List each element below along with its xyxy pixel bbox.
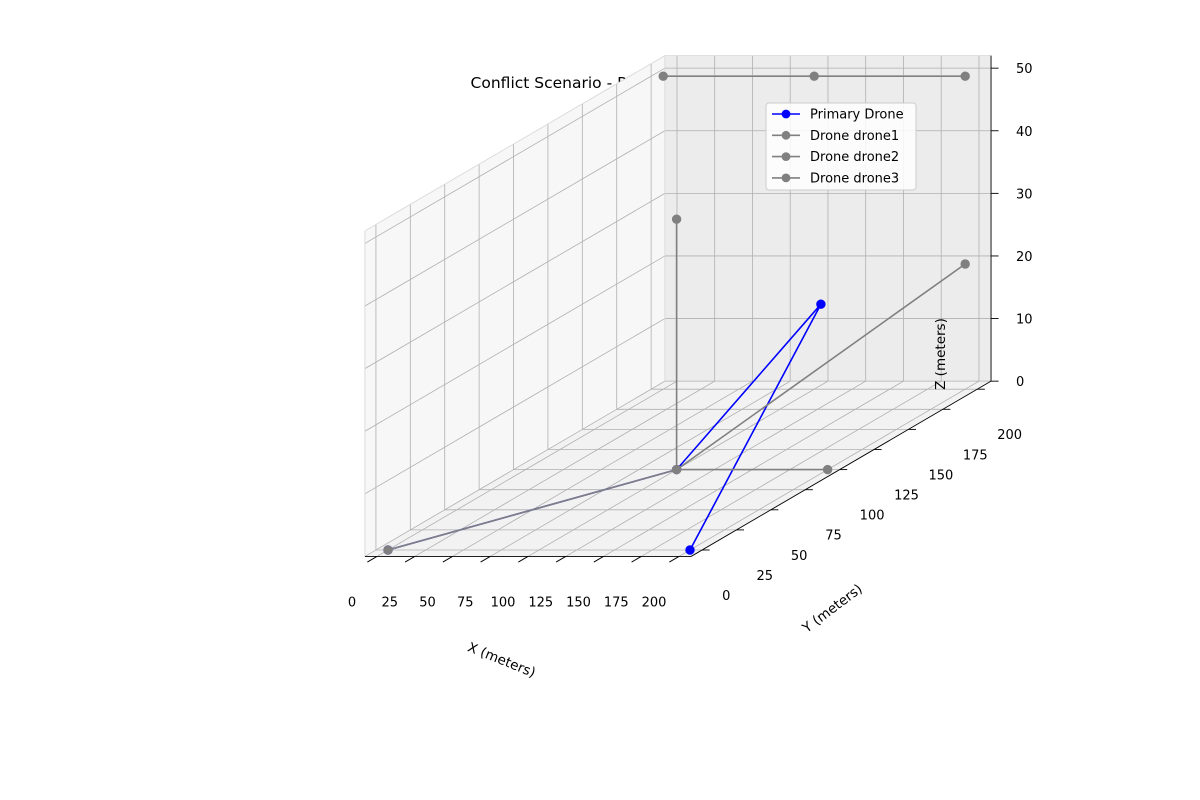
- data-point-drone-drone1: [658, 71, 668, 81]
- data-point-drone-drone1: [809, 71, 819, 81]
- axis-ticks: 0 25 50 75 100 125 150 175 200 025507510012515017…: [348, 62, 1033, 610]
- x-axis-label: X (meters): [465, 639, 537, 681]
- grid-line-x: [565, 380, 866, 557]
- grid-line-x: [414, 380, 715, 557]
- legend: Primary Drone Drone drone1 Drone drone2 Dro…: [765, 102, 917, 191]
- legend-label-drone-drone2: Drone drone2: [810, 150, 899, 165]
- grid-line-z: [364, 130, 666, 307]
- grid-line-x: [641, 380, 942, 557]
- x-tick-label: 150: [566, 595, 591, 610]
- x-tick-label: 75: [457, 595, 474, 610]
- legend-marker-drone-drone2: [781, 152, 791, 162]
- y-tick-label: 50: [791, 549, 808, 564]
- y-tick-label: 150: [928, 468, 953, 483]
- grid-line-z: [364, 318, 666, 495]
- legend-marker-drone-drone1: [781, 130, 791, 140]
- x-tick-label: 125: [528, 595, 553, 610]
- y-tick-label: 100: [860, 509, 885, 524]
- grid-line-x: [452, 380, 753, 557]
- axis-lines: [364, 55, 992, 557]
- data-point-drone-drone3: [822, 464, 833, 475]
- legend-box: [765, 102, 917, 191]
- x-tick-label: 200: [642, 595, 667, 610]
- x-tick-label: 50: [419, 595, 436, 610]
- z-axis-label: Z (meters): [933, 318, 949, 390]
- z-tick-label: 20: [1016, 250, 1033, 265]
- pane-edge: [364, 55, 666, 232]
- x-tick: [367, 556, 378, 563]
- data-point-drone-drone3: [671, 214, 682, 224]
- grid-line-z: [364, 255, 666, 432]
- data-point-drone-drone2: [383, 545, 393, 555]
- x-tick: [669, 556, 680, 563]
- y-tick-label: 175: [963, 448, 988, 463]
- z-tick-label: 0: [1016, 375, 1024, 390]
- legend-label-primary-drone: Primary Drone: [810, 108, 904, 123]
- y-tick-label: 125: [894, 489, 919, 504]
- z-tick-label: 40: [1016, 125, 1033, 140]
- legend-label-drone-drone3: Drone drone3: [810, 171, 899, 186]
- x-tick: [404, 556, 415, 563]
- x-tick-label: 0: [348, 595, 356, 610]
- x-tick-label: 175: [604, 595, 629, 610]
- x-tick: [480, 556, 491, 563]
- x-tick: [631, 556, 642, 563]
- y-tick-label: 25: [756, 569, 773, 584]
- legend-marker-drone-drone3: [781, 173, 791, 183]
- grid-line-z: [364, 193, 666, 369]
- grid-line-x: [490, 380, 791, 557]
- z-tick-label: 50: [1016, 62, 1033, 77]
- x-tick: [593, 556, 604, 563]
- left-pane: [364, 55, 665, 557]
- x-tick-label: 100: [491, 595, 516, 610]
- series-drone-drone3: [671, 214, 833, 475]
- x-tick: [442, 556, 453, 563]
- data-point-primary-drone: [816, 299, 826, 309]
- legend-marker-primary-drone: [781, 109, 791, 119]
- data-point-drone-drone1: [960, 71, 970, 81]
- grid-line-z: [364, 380, 666, 557]
- grid-line-z: [364, 67, 666, 244]
- data-point-primary-drone: [685, 545, 695, 555]
- y-axis-line: [690, 380, 992, 557]
- y-tick-label: 200: [997, 428, 1022, 443]
- data-point-drone-drone2: [960, 259, 970, 269]
- z-tick-label: 10: [1016, 313, 1033, 328]
- y-tick-label: 75: [825, 529, 842, 544]
- grid-line-x: [376, 380, 678, 557]
- x-tick-label: 25: [381, 595, 398, 610]
- y-tick-label: 0: [722, 589, 730, 604]
- grid-line-x: [603, 380, 904, 557]
- x-tick: [555, 556, 566, 563]
- legend-label-drone-drone1: Drone drone1: [810, 129, 899, 144]
- series-group: [383, 71, 970, 555]
- data-point-drone-drone3: [671, 464, 682, 475]
- y-axis-label: Y (meters): [799, 581, 866, 637]
- x-tick: [518, 556, 529, 563]
- series-drone-drone1: [658, 71, 970, 81]
- z-tick-label: 30: [1016, 187, 1033, 202]
